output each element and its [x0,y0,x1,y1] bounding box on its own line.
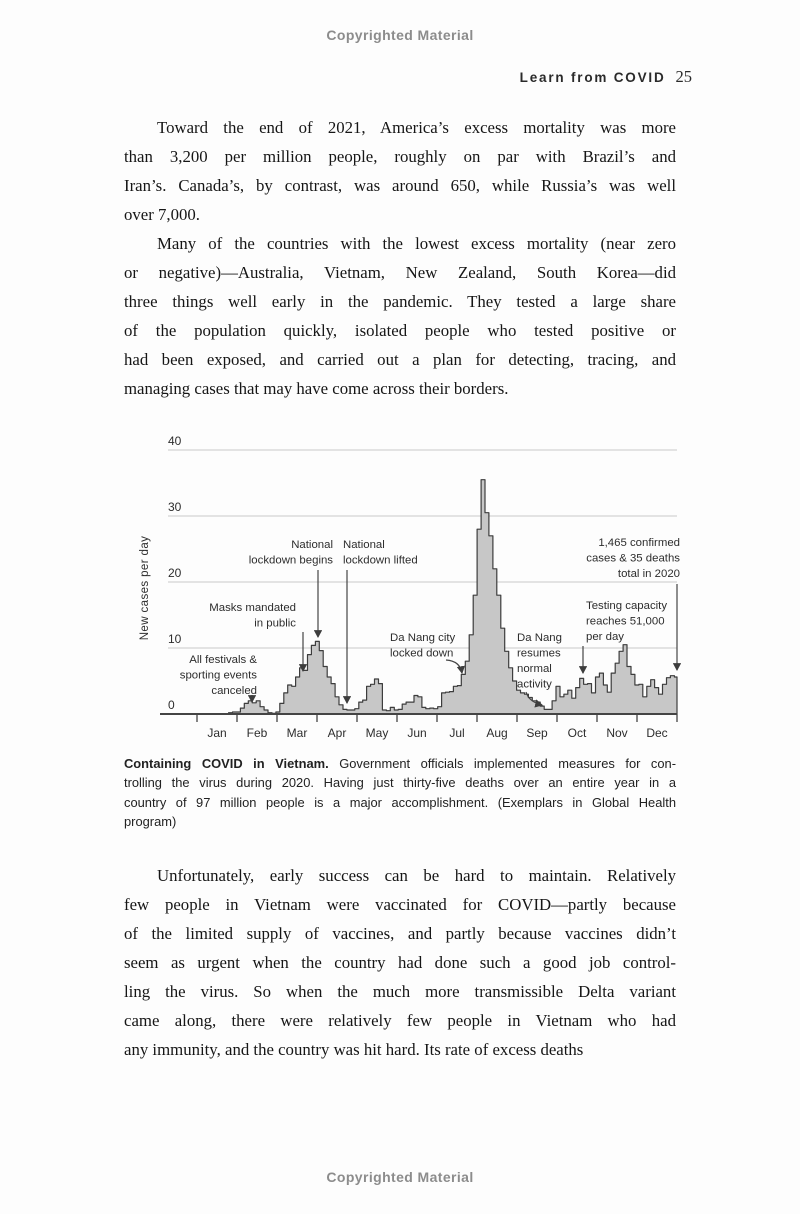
chart-annotation: Masks mandated [209,602,296,614]
chart-annotation: total in 2020 [618,568,680,580]
y-axis-title: New cases per day [139,536,151,641]
copyright-notice-top: Copyrighted Material [326,27,474,43]
chart-annotation: reaches 51,000 [586,616,665,628]
annotation-arrow [445,659,466,675]
text-line: any immunity, and the country was hit ha… [124,1040,584,1060]
month-label: Apr [328,726,347,740]
text-line: or negative)—Australia, Vietnam, New Zea… [124,263,676,282]
annotation-arrow [525,691,544,708]
text-line: few people in Vietnam were vaccinated fo… [124,895,676,915]
figure-caption: Containing COVID in Vietnam. Government … [124,754,676,831]
text-line: over 7,000. [124,205,200,224]
text-line: of the population quickly, isolated peop… [124,321,676,340]
chart-annotation: normal [517,663,552,675]
y-tick-label: 0 [168,698,175,712]
month-label: Jun [407,726,426,740]
paragraph: Toward the end of 2021, America’s excess… [124,113,676,229]
paragraph: Unfortunately, early success can be hard… [124,861,676,1064]
chart-annotation: activity [517,679,552,691]
y-tick-label: 20 [168,566,182,580]
cases-area [196,479,678,715]
month-label: Aug [486,726,507,740]
month-label: Nov [606,726,627,740]
caption-line: trolling the virus during 2020. Having j… [124,775,676,791]
text-line: Iran’s. Canada’s, by contrast, was aroun… [124,176,676,195]
chart-annotation: Testing capacity [586,600,667,612]
running-head: Learn from COVID 25 [0,67,800,87]
copyright-notice-bottom: Copyrighted Material [326,1169,474,1186]
paragraph: Many of the countries with the lowest ex… [124,229,676,403]
chart-annotation: lockdown begins [249,555,334,567]
month-label: Mar [287,726,308,740]
text-line: managing cases that may have come across… [124,379,509,398]
page-number: 25 [675,67,693,86]
y-tick-label: 40 [168,434,182,448]
text-line: of the limited supply of vaccines, and p… [124,924,676,944]
text-line: Many of the countries with the lowest ex… [157,234,676,253]
chart-annotation: canceled [211,685,257,697]
caption-lead: Containing COVID in Vietnam. [124,756,340,771]
figure-covid-vietnam: Jan Feb Mar Apr May Jun Jul Aug Sep Oct Nov Dec 0 10 2… [100,433,800,831]
month-label: Dec [646,726,667,740]
text-line: seem as urgent when the country had done… [124,953,676,973]
chart-annotation: cases & 35 deaths [586,553,680,565]
text-line: came along, there were relatively few pe… [124,1011,676,1031]
chart-annotation: 1,465 confirmed [598,537,680,549]
chart-annotation: National [291,539,333,551]
body-text-bottom: Unfortunately, early success can be hard… [124,861,676,1064]
chart-annotation: Da Nang city [390,632,456,644]
chart-annotation: lockdown lifted [343,555,418,567]
caption-line: Containing COVID in Vietnam. Government … [124,756,677,771]
y-tick-label: 30 [168,500,182,514]
chart-annotation: resumes [517,648,561,660]
month-label: Jan [207,726,226,740]
month-label: May [366,726,389,740]
month-label: Feb [247,726,268,740]
chart-annotation: per day [586,631,624,643]
body-text-top: Toward the end of 2021, America’s excess… [124,113,676,403]
text-line: than 3,200 per million people, roughly o… [124,147,676,166]
caption-line: country of 97 million people is a major … [124,794,676,810]
month-label: Sep [526,726,548,740]
chart-annotation: locked down [390,648,453,660]
caption-line: program) [124,813,177,829]
chart-annotation: sporting events [180,670,258,682]
text-line: three things well early in the pandemic.… [124,292,676,311]
chapter-title: Learn from COVID [519,70,666,85]
chart-annotation: in public [254,618,296,630]
chart-annotation: Da Nang [517,632,562,644]
chart-annotation: All festivals & [189,654,257,666]
text-line: had been exposed, and carried out a plan… [124,350,676,369]
y-tick-label: 10 [168,632,182,646]
month-label: Jul [449,726,464,740]
chart-annotation: National [343,539,385,551]
vietnam-covid-area-chart: Jan Feb Mar Apr May Jun Jul Aug Sep Oct Nov Dec 0 10 2… [139,434,682,740]
text-line: Unfortunately, early success can be hard… [157,866,676,886]
text-line: ling the virus. So when the much more tr… [124,982,676,1002]
text-line: Toward the end of 2021, America’s excess… [157,118,676,137]
month-label: Oct [568,726,587,740]
